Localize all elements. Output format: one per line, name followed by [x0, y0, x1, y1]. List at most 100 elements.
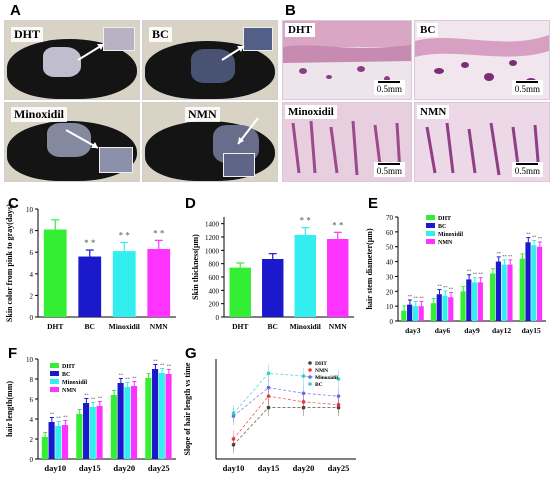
x-tick-label: Minoxidil [290, 322, 321, 331]
y-axis-label: Skin thickness(μm) [191, 234, 200, 300]
scale-bar: 0.5mm [373, 162, 405, 177]
bar-nmn [130, 386, 138, 459]
x-tick-label: day9 [464, 326, 480, 335]
significance-mark: * * [119, 230, 131, 240]
legend-label-nmn: NMN [438, 240, 453, 246]
scale-bar: 0.5mm [511, 162, 543, 177]
x-tick-label: NMN [150, 322, 168, 331]
legend-label-nmn: NMN [315, 368, 328, 374]
bar-nmn [96, 406, 103, 459]
significance-mark: ** [84, 393, 89, 398]
bar-bc [117, 383, 124, 459]
y-axis-label: hair stem diameter(μm) [365, 228, 374, 310]
bar-nmn [61, 425, 69, 459]
histology-dht: DHT 0.5mm [282, 20, 412, 100]
bar-dht [460, 291, 466, 321]
histology-label: DHT [285, 23, 315, 37]
bar-dht [490, 273, 496, 321]
photo-label: DHT [11, 27, 44, 42]
bar-minoxidil [531, 245, 537, 321]
x-tick-label: Minoxidil [109, 322, 140, 331]
data-point [266, 371, 271, 376]
y-tick-label: 8 [30, 376, 34, 384]
histology-nmn: NMN 0.5mm [414, 102, 550, 182]
skin-inset [243, 27, 273, 51]
significance-mark: ** [419, 295, 424, 300]
legend-label-dht: DHT [315, 361, 327, 367]
panel-letter-b: B [285, 2, 296, 19]
bar-bc [495, 261, 501, 321]
x-tick-label: day20 [293, 463, 315, 473]
photo-arrows [65, 43, 259, 149]
data-point [301, 374, 306, 378]
panel-letter-c: C [8, 195, 19, 212]
bar-dht [145, 378, 152, 459]
y-tick-label: 2 [30, 436, 34, 444]
photo-label: Minoxidil [11, 107, 68, 122]
legend-swatch-nmn [426, 239, 435, 244]
bar-minoxidil [158, 373, 165, 459]
chart-g-slope: Slope of hair length vs time day10 day15 da… [183, 359, 356, 473]
significance-mark: ** [408, 294, 413, 299]
legend-marker-bc [308, 382, 312, 386]
significance-mark: ** [63, 415, 68, 420]
bar-nmn [477, 282, 483, 321]
y-tick-label: 400 [209, 287, 220, 295]
y-tick-label: 40 [386, 259, 394, 267]
bar-bc [78, 256, 102, 317]
bar-minoxidil [294, 235, 316, 317]
x-tick-label: day20 [113, 463, 135, 473]
bar-dht [110, 395, 117, 459]
significance-mark: ** [91, 397, 96, 402]
series-line-bc [233, 372, 339, 414]
series-line-dht [233, 407, 339, 445]
shaved-patch [43, 47, 81, 77]
legend-swatch-dht [50, 363, 59, 368]
significance-mark: ** [508, 254, 513, 259]
significance-mark: ** [56, 416, 61, 421]
bar-dht [229, 267, 251, 317]
legend-marker-nmn [308, 368, 312, 372]
legend-label-dht: DHT [62, 364, 75, 370]
y-tick-label: 200 [209, 301, 220, 309]
bar-dht [519, 258, 525, 321]
skin-inset [103, 27, 135, 51]
scale-bar: 0.5mm [511, 80, 543, 95]
y-axis-label: Skin color from pink to gray(days) [5, 204, 14, 322]
significance-mark: * * [84, 238, 96, 248]
bar-minoxidil [112, 251, 136, 317]
legend-label-nmn: NMN [62, 388, 77, 394]
x-tick-label: day6 [435, 326, 451, 335]
bar-minoxidil [472, 282, 478, 321]
x-tick-label: day15 [258, 463, 280, 473]
panel-letter-g: G [185, 345, 197, 362]
bar-minoxidil [442, 295, 448, 321]
y-tick-label: 1000 [205, 247, 220, 255]
data-point [231, 437, 236, 441]
bar-nmn [165, 374, 172, 459]
legend-marker-minoxidil [308, 375, 312, 379]
y-tick-label: 60 [386, 229, 394, 237]
legend-label-dht: DHT [438, 216, 451, 222]
histology-label: BC [417, 23, 439, 37]
bar-nmn [418, 306, 424, 321]
y-tick-label: 50 [386, 244, 394, 252]
y-tick-label: 1200 [205, 234, 220, 242]
bar-dht [41, 437, 48, 459]
bar-dht [430, 303, 437, 321]
bar-minoxidil [55, 426, 62, 459]
chart-d-skin-thickness: 0 200 400 600 800 1000 1200 1400 Skin thickness(… [191, 216, 354, 331]
significance-mark: ** [132, 376, 137, 381]
data-point [336, 402, 341, 407]
photo-label: BC [149, 27, 172, 42]
histology-label: Minoxidil [285, 105, 337, 119]
y-tick-label: 0 [216, 314, 220, 322]
series-line-nmn [233, 395, 339, 440]
data-point [266, 405, 271, 410]
significance-mark: ** [449, 287, 454, 292]
bar-bc [152, 369, 159, 459]
y-tick-label: 1400 [205, 221, 220, 229]
significance-mark: ** [538, 236, 543, 241]
skin-inset [223, 153, 255, 177]
histology-label: NMN [417, 105, 450, 119]
